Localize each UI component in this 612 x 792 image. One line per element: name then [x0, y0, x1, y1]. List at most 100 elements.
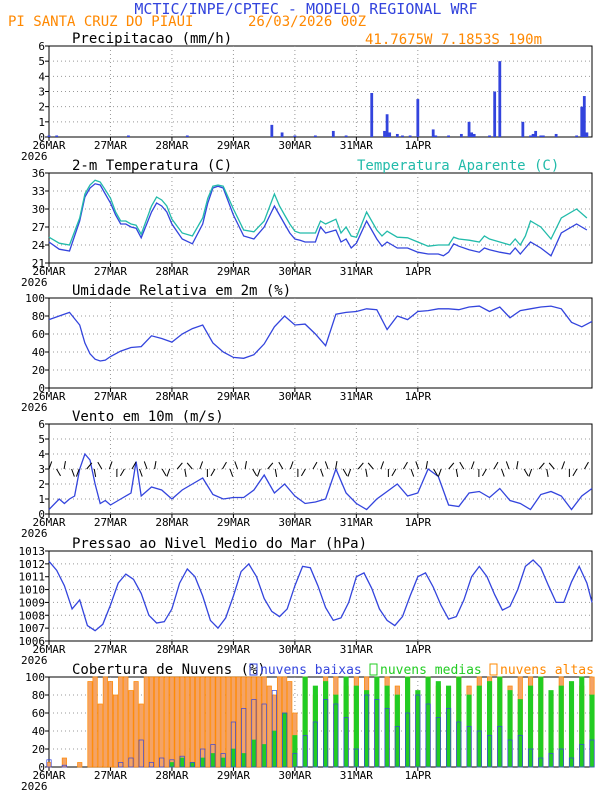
wind-barb: [501, 468, 505, 477]
panel-title: Precipitacao (mm/h): [72, 31, 232, 47]
panel-title: Vento em 10m (m/s): [72, 409, 224, 425]
cloud-bar: [169, 759, 175, 768]
cloud-bar: [353, 685, 359, 768]
y-tick-label: 30: [32, 203, 45, 216]
cloud-bar: [497, 726, 503, 768]
cloud-bar: [517, 699, 523, 768]
cloud-bar: [271, 690, 277, 768]
cloud-bar: [230, 721, 236, 768]
cloud-bar: [364, 690, 370, 768]
cloud-bar: [497, 676, 503, 768]
cloud-bar: [405, 676, 411, 768]
y-tick-label: 2: [38, 478, 45, 491]
cloud-bar: [189, 676, 195, 768]
cloud-bar: [184, 676, 190, 768]
cloud-bar: [61, 757, 67, 768]
x-tick-label: 30MAR: [278, 643, 311, 656]
y-tick-label: 0: [38, 131, 45, 144]
cloud-bar: [251, 739, 257, 768]
precip-bar: [541, 135, 545, 137]
cloud-bar: [179, 676, 185, 768]
cloud-bar: [486, 735, 493, 768]
x-year-label: 2026: [21, 654, 48, 667]
cloud-bar: [251, 699, 257, 768]
cloud-bar: [148, 762, 155, 768]
x-tick-label: 29MAR: [217, 390, 250, 403]
cloud-bar: [558, 685, 564, 768]
cloud-bar: [241, 708, 247, 768]
cloud-bar: [276, 676, 283, 768]
cloud-bar: [169, 762, 175, 768]
wind-barb: [433, 468, 439, 477]
y-tick-label: 27: [32, 221, 45, 234]
cloud-bar: [128, 757, 134, 768]
x-year-label: 2026: [21, 527, 48, 540]
wind-barb: [546, 468, 549, 477]
wind-barb: [437, 468, 442, 477]
run-time-label: 26/03/2026 00Z: [248, 14, 366, 30]
wind-barb: [342, 468, 348, 477]
x-tick-label: 30MAR: [278, 769, 311, 782]
y-tick-label: 80: [32, 689, 45, 702]
x-tick-label: 28MAR: [155, 390, 188, 403]
wind-barb: [289, 461, 294, 470]
precip-bar: [383, 130, 386, 137]
cloud-bar: [312, 685, 318, 768]
wind-barb: [131, 461, 137, 470]
coordinates-label: 41.7675W 7.1853S 190m: [365, 32, 542, 48]
cloud-bar: [261, 744, 267, 768]
cloud-bar: [446, 685, 452, 768]
cloud-bar: [579, 676, 585, 768]
x-tick-label: 31MAR: [340, 516, 373, 529]
cloud-bar: [118, 762, 124, 768]
cloud-bar: [476, 685, 482, 768]
cloud-bar: [456, 721, 462, 768]
wind-barb: [75, 468, 80, 477]
cloud-bar: [312, 721, 318, 768]
x-tick-label: 26MAR: [32, 139, 65, 152]
wind-barb: [154, 461, 157, 470]
cloud-bar: [538, 676, 544, 768]
wind-barb: [229, 468, 234, 477]
y-tick-label: 1009: [19, 596, 46, 609]
precip-bar: [280, 132, 284, 137]
precip-bar: [585, 132, 589, 137]
y-tick-label: 1012: [19, 558, 46, 571]
precip-bar: [344, 135, 348, 137]
cloud-bar: [394, 726, 400, 768]
x-tick-label: 28MAR: [155, 643, 188, 656]
cloud-bar: [200, 757, 206, 768]
cloud-bar: [292, 753, 298, 768]
y-tick-label: 80: [32, 310, 45, 323]
x-year-label: 2026: [21, 150, 48, 163]
panel-title: Pressao ao Nivel Medio do Mar (hPa): [72, 536, 367, 552]
wind-barb: [481, 468, 487, 477]
y-tick-label: 1006: [19, 635, 46, 648]
wind-barb: [267, 462, 274, 470]
precip-bar: [293, 135, 297, 137]
cloud-bar: [323, 681, 329, 768]
x-tick-label: 27MAR: [94, 390, 127, 403]
precip-bar: [55, 135, 59, 137]
precip-bar: [575, 135, 579, 137]
series-line: [48, 183, 588, 257]
cloud-bar: [435, 717, 441, 768]
cloud-bar: [118, 676, 124, 768]
x-tick-label: 31MAR: [340, 643, 373, 656]
x-tick-label: 26MAR: [32, 516, 65, 529]
precip-bar: [529, 135, 532, 137]
cloud-bar: [589, 694, 595, 768]
wind-barb: [347, 468, 352, 477]
cloud-bar: [205, 676, 211, 768]
cloud-bar: [302, 735, 308, 768]
y-tick-label: 40: [32, 346, 45, 359]
precip-bar: [401, 135, 404, 137]
y-tick-label: 20: [32, 364, 45, 377]
wind-barb: [184, 468, 187, 477]
precip-bar: [313, 135, 317, 137]
wind-barb: [199, 461, 204, 470]
y-tick-label: 1: [38, 493, 45, 506]
wind-barb: [561, 461, 566, 470]
cloud-bar: [154, 676, 160, 768]
y-tick-label: 100: [25, 292, 45, 305]
